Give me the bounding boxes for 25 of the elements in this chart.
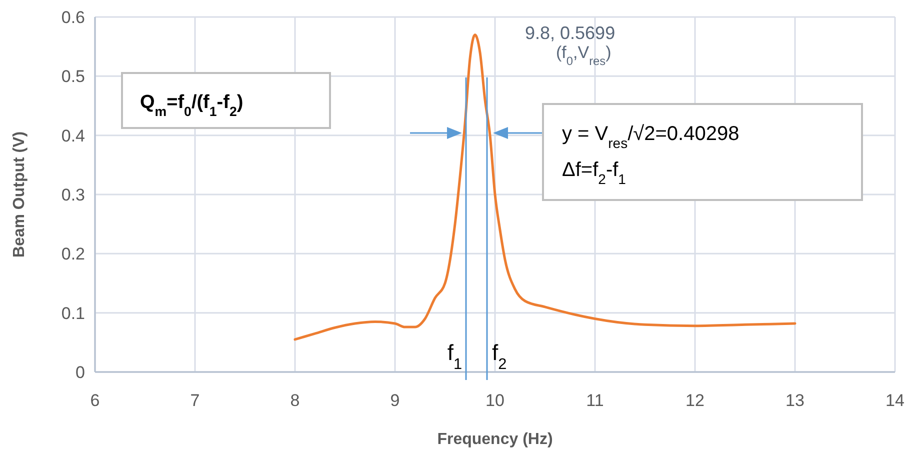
y-tick-label: 0.1 bbox=[61, 304, 85, 323]
x-tick-label: 7 bbox=[190, 391, 200, 410]
annotation: y = V$_{res}$/√2=0.40298 bbox=[562, 123, 740, 151]
x-tick-label: 14 bbox=[886, 391, 904, 410]
x-tick-label: 8 bbox=[290, 391, 300, 410]
annotation: Δf=f$_{2}$-f$_{1}$ bbox=[562, 159, 626, 187]
y-tick-label: 0.4 bbox=[61, 126, 85, 146]
y-tick-label: 0.6 bbox=[61, 8, 85, 27]
y-tick-label: 0.3 bbox=[61, 185, 85, 204]
ref-line-label: f$_{1}$ bbox=[447, 340, 462, 372]
x-tick-label: 6 bbox=[90, 391, 100, 410]
x-axis-title: Frequency (Hz) bbox=[437, 431, 553, 448]
annotation: (f$_{0}$,V$_{res}$) bbox=[556, 43, 612, 68]
y-tick-label: 0 bbox=[76, 362, 85, 382]
y-axis-title: Beam Output (V) bbox=[11, 131, 28, 258]
ref-line-label: f$_{2}$ bbox=[492, 340, 507, 372]
annotation: 9.8, 0.5699 bbox=[525, 22, 616, 43]
x-tick-label: 9 bbox=[390, 391, 400, 410]
y-tick-label: 0.2 bbox=[61, 244, 85, 264]
x-tick-label: 12 bbox=[686, 391, 704, 410]
x-tick-label: 11 bbox=[586, 391, 604, 410]
text: Q$_{m}$=f$_{0}$/(f$_{1}$-f$_{2}$) bbox=[140, 92, 244, 118]
y-tick-label: 0.5 bbox=[61, 67, 85, 86]
x-tick-label: 10 bbox=[486, 391, 504, 410]
x-tick-label: 13 bbox=[786, 391, 804, 410]
